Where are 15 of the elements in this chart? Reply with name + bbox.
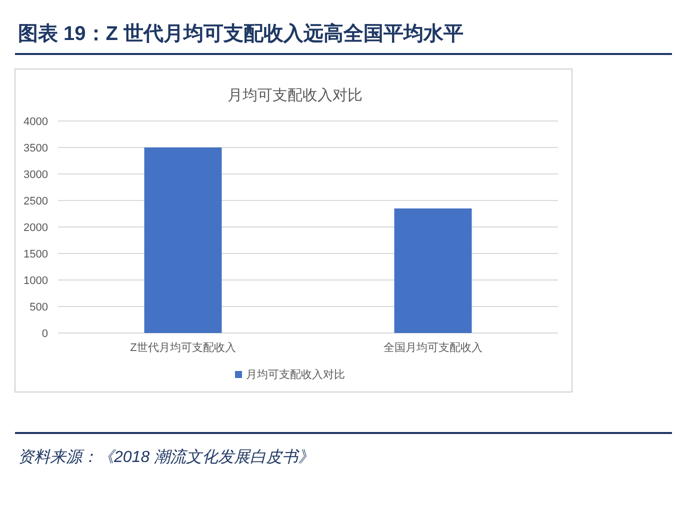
text: 资料来源：《2018 潮流文化发展白皮书》	[18, 448, 314, 466]
x-tick-label: 全国月均可支配收入	[384, 341, 482, 354]
y-tick-label: 3500	[24, 142, 48, 154]
y-tick-label: 1500	[24, 248, 48, 260]
x-tick-label: Z世代月均可支配收入	[130, 341, 236, 354]
legend-label: 月均可支配收入对比	[246, 368, 345, 381]
y-tick-label: 4000	[24, 116, 48, 128]
y-tick-label: 3000	[24, 169, 48, 181]
y-tick-label: 2000	[24, 222, 48, 234]
chart-subtitle: 月均可支配收入对比	[228, 87, 362, 104]
y-tick-label: 1000	[24, 275, 48, 287]
y-tick-label: 0	[42, 328, 48, 340]
chart-title: 图表 19：Z 世代月均可支配收入远高全国平均水平	[18, 22, 464, 45]
y-tick-label: 500	[30, 302, 48, 314]
y-tick-label: 2500	[24, 196, 48, 208]
